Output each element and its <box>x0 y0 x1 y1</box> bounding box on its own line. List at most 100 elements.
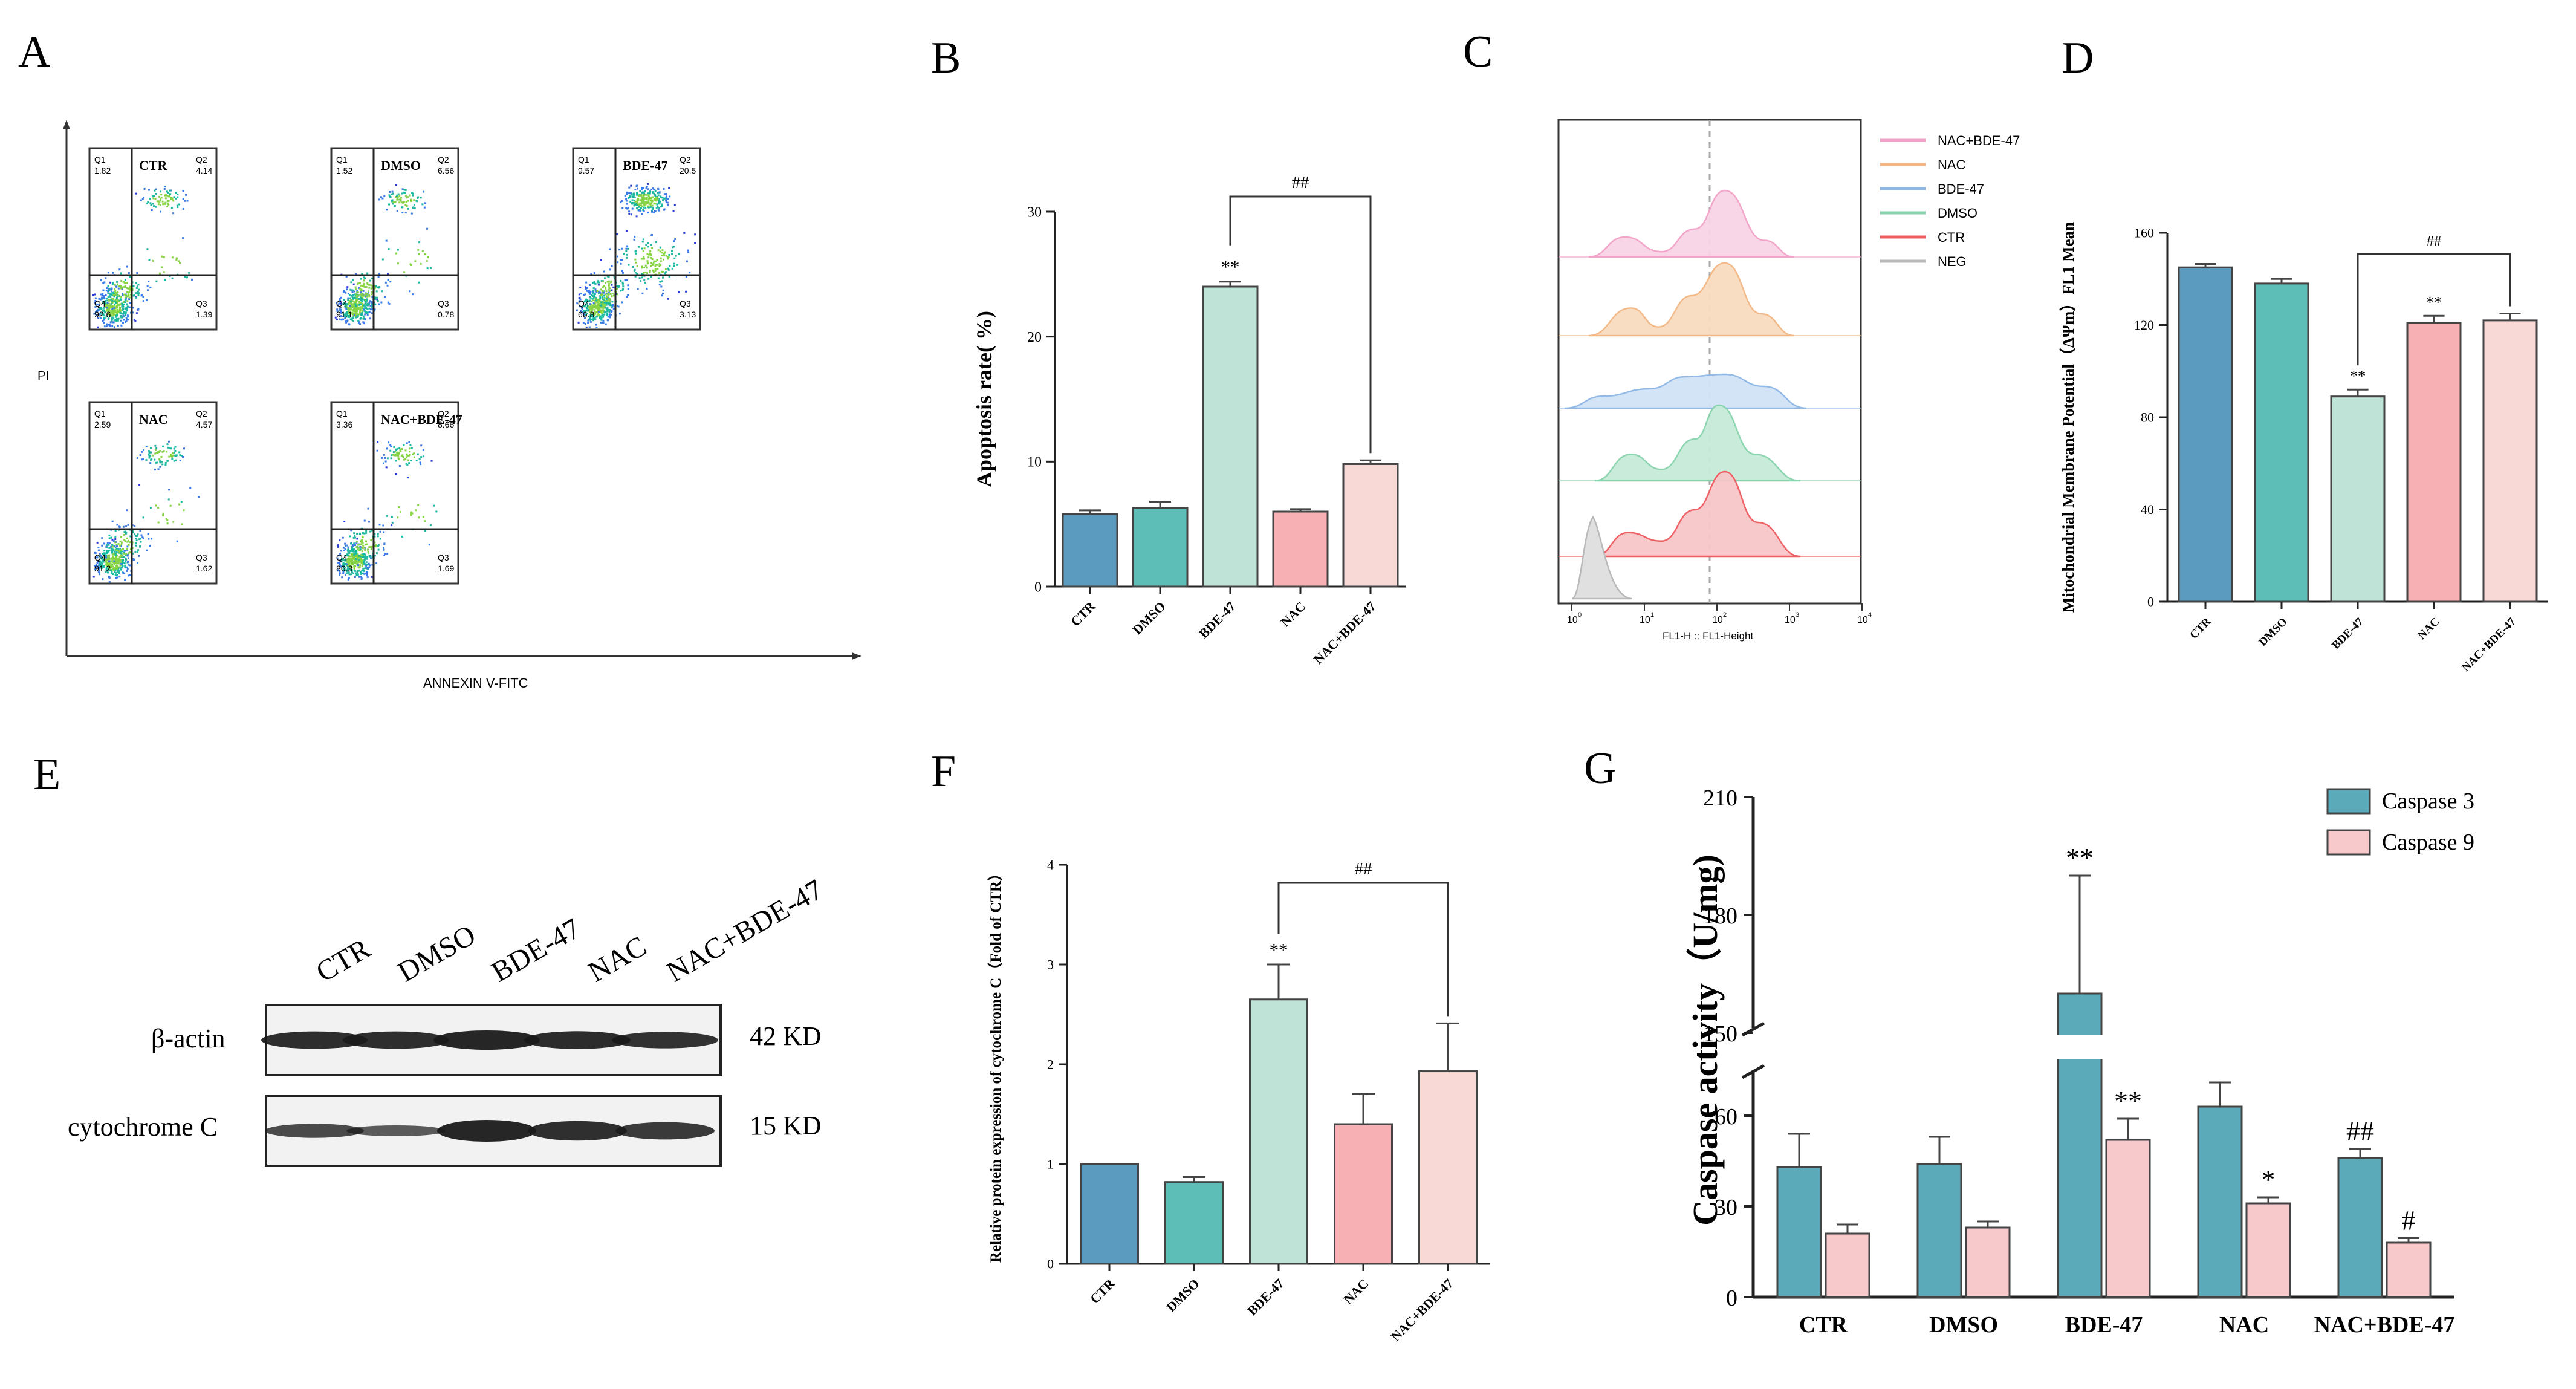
y-tick-label: 40 <box>2141 502 2154 517</box>
quadrant-value: 3.13 <box>680 310 696 319</box>
x-tick-label: NAC <box>1277 599 1308 629</box>
quadrant-value: 91.1 <box>336 310 352 319</box>
histogram-neg <box>1571 515 1633 600</box>
legend-swatch <box>2326 829 2371 856</box>
significance-bracket <box>1229 195 1372 454</box>
scatter-plot-ctr: CTR Q1 1.82 Q2 4.14 Q3 1.39 Q4 92.6 <box>88 147 218 331</box>
panel-label-g: G <box>1584 744 1616 793</box>
lane-label: BDE-47 <box>486 912 586 989</box>
legend-entry: BDE-47 <box>1938 181 1984 197</box>
b-bar-bde-47 <box>1202 285 1259 588</box>
histogram-nac-bde-47 <box>1588 189 1795 258</box>
lane-label: NAC <box>583 930 652 989</box>
x-tick-label: CTR <box>1087 1275 1118 1306</box>
legend-entry: CTR <box>1938 230 1965 245</box>
quadrant-label: Q1 <box>336 155 348 164</box>
quadrant-label: Q1 <box>578 155 589 164</box>
bracket-label: ## <box>1355 860 1372 879</box>
y-tick-label: 30 <box>1715 1195 1737 1220</box>
d-bar-ctr <box>2178 266 2233 603</box>
bracket-label: ## <box>2427 233 2442 249</box>
bracket-label: ## <box>1292 174 1309 192</box>
y-tick-label: 4 <box>1047 857 1054 873</box>
band-size-actin: 42 KD <box>750 1021 822 1051</box>
panel-b-apoptosis-chart: 0 10 20 30 CTR DMSO BDE-47 ** NAC NAC+BDE-47 ## Apo… <box>972 174 1406 667</box>
x-tick-exponent: 4 <box>1868 611 1872 619</box>
quadrant-value: 9.57 <box>578 166 594 175</box>
quadrant-value: 1.62 <box>196 564 212 573</box>
band-label-actin: β-actin <box>151 1024 225 1053</box>
scatter-plot-bde-47: BDE-47 Q1 9.57 Q2 20.5 Q3 3.13 Q4 66.8 <box>572 147 701 331</box>
b-y-label: Apoptosis rate( %) <box>972 311 996 487</box>
band-actin <box>343 1031 449 1049</box>
quadrant-label: Q3 <box>680 299 691 308</box>
g-bar-caspase3-nac-bde-47 <box>2337 1157 2383 1298</box>
y-tick-label: 10 <box>1027 455 1042 470</box>
quadrant-label: Q4 <box>94 553 106 562</box>
histogram-bde-47 <box>1564 373 1807 409</box>
f-bar-nac <box>1334 1123 1393 1265</box>
y-tick-label: 2 <box>1047 1057 1054 1072</box>
plot-title: DMSO <box>381 158 421 173</box>
panel-a-y-label: PI <box>37 369 49 383</box>
x-tick-exponent: 2 <box>1723 611 1727 619</box>
panel-d-mmp-chart: 0 40 80 120 160 CTR DMSO BDE-47 ** NAC ** NAC+BDE-4… <box>2059 222 2548 674</box>
panel-label-c: C <box>1463 27 1493 77</box>
x-tick-label: DMSO <box>1129 599 1168 637</box>
y-tick-label: 60 <box>1715 1104 1737 1130</box>
x-tick-label: 10 <box>1567 615 1578 625</box>
histogram-dmso <box>1594 404 1801 482</box>
quadrant-value: 1.69 <box>438 564 454 573</box>
scatter-plot-nac: NAC Q1 2.59 Q2 4.57 Q3 1.62 Q4 91.2 <box>88 401 218 585</box>
plot-title: NAC <box>139 412 168 427</box>
significance-label: ** <box>1221 257 1240 278</box>
panel-label-f: F <box>931 747 956 796</box>
quadrant-value: 1.82 <box>94 166 111 175</box>
g-bar-caspase9-ctr <box>1825 1232 1870 1298</box>
legend-entry: NAC <box>1938 157 1966 172</box>
significance-label: * <box>2262 1164 2276 1195</box>
y-tick-label: 0 <box>2147 594 2154 610</box>
x-tick-label: NAC+BDE-47 <box>2314 1312 2455 1338</box>
quadrant-label: Q3 <box>438 553 449 562</box>
y-tick-label: 80 <box>2141 410 2154 425</box>
b-bar-nac-bde-47 <box>1342 463 1399 588</box>
band-actin <box>433 1030 540 1050</box>
significance-label: ** <box>2426 293 2442 311</box>
x-tick-label: NAC <box>2219 1312 2269 1338</box>
g-bar-caspase3-ctr <box>1776 1166 1822 1298</box>
d-bar-nac-bde-47 <box>2482 319 2538 603</box>
x-tick-label: NAC+BDE-47 <box>1311 599 1379 667</box>
x-tick-label: BDE-47 <box>2065 1312 2143 1338</box>
x-tick-label: DMSO <box>1163 1276 1202 1315</box>
histogram-ctr <box>1594 470 1801 558</box>
quadrant-value: 8.66 <box>438 420 454 429</box>
y-tick-label: 160 <box>2134 226 2154 241</box>
quadrant-value: 91.2 <box>94 564 111 573</box>
quadrant-value: 66.8 <box>578 310 594 319</box>
quadrant-value: 86.3 <box>336 564 352 573</box>
quadrant-label: Q4 <box>94 299 106 308</box>
x-tick-label: CTR <box>1799 1312 1848 1338</box>
d-bar-bde-47 <box>2330 395 2386 603</box>
x-tick-label: NAC <box>1340 1276 1371 1307</box>
band-cytc <box>437 1120 536 1142</box>
x-tick-label: DMSO <box>1929 1312 1998 1338</box>
y-tick-label: 30 <box>1027 204 1042 220</box>
g-bar-caspase9-nac-bde-47 <box>2386 1241 2432 1298</box>
quadrant-value: 4.57 <box>196 420 212 429</box>
y-tick-label: 120 <box>2134 317 2154 333</box>
quadrant-label: Q4 <box>336 299 348 308</box>
legend-entry: NEG <box>1938 254 1967 269</box>
f-bar-bde-47 <box>1249 998 1308 1265</box>
legend-entry: DMSO <box>1938 206 1977 221</box>
x-tick-label: DMSO <box>2256 616 2289 649</box>
quadrant-value: 2.59 <box>94 420 111 429</box>
legend-entry: Caspase 3 <box>2382 789 2474 814</box>
b-bar-nac <box>1272 510 1329 588</box>
x-tick-exponent: 0 <box>1578 611 1582 619</box>
legend-swatch <box>2326 788 2371 815</box>
x-tick-label: NAC+BDE-47 <box>1388 1276 1456 1344</box>
plot-title: NAC+BDE-47 <box>381 412 462 427</box>
quadrant-value: 1.52 <box>336 166 352 175</box>
